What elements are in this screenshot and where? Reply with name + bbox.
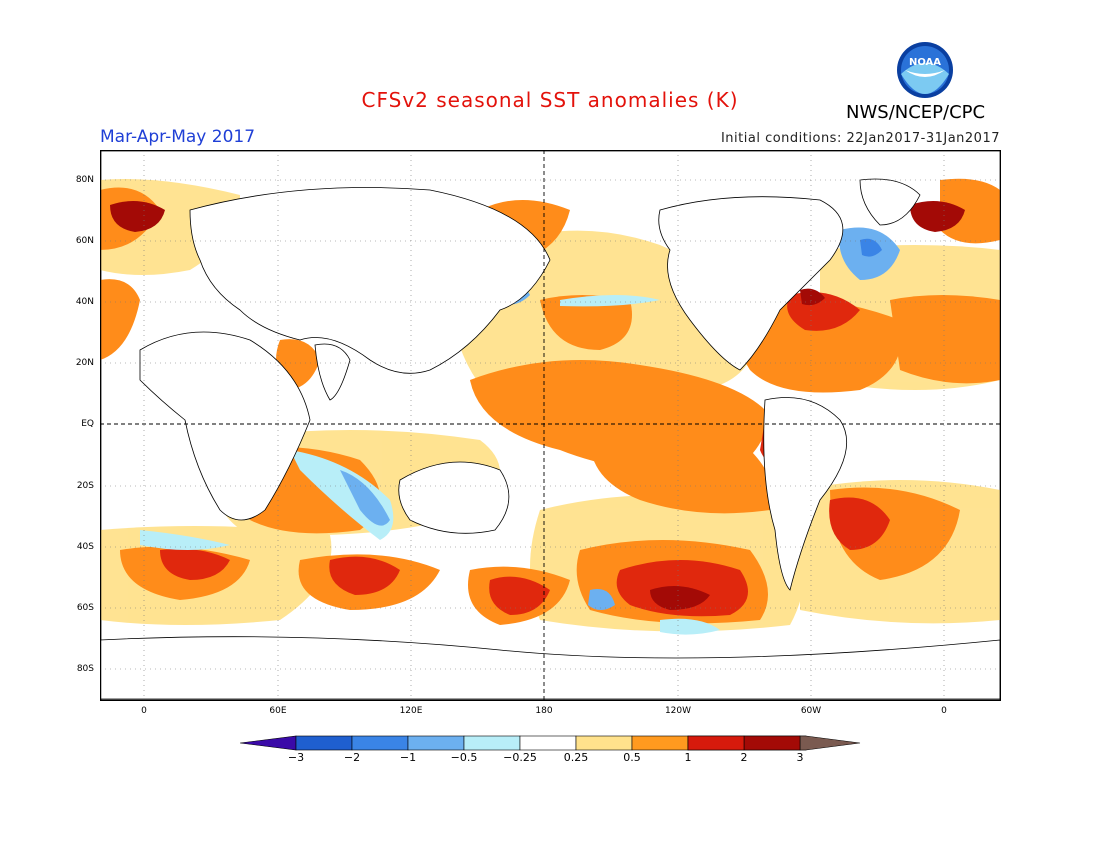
anomaly-band-orange [100, 178, 1000, 625]
north-america-landmass [658, 196, 844, 371]
lon-label-60w: 60W [800, 706, 822, 716]
lat-label-40n: 40N [75, 297, 94, 307]
colorbar-label: 0.5 [623, 751, 641, 764]
colorbar-bin [463, 735, 521, 751]
lon-label-0: 0 [141, 706, 147, 716]
reference-lines [100, 150, 1000, 700]
graticule [100, 150, 1000, 700]
south-america-landmass [763, 397, 847, 591]
logo-text: NOAA [909, 57, 941, 68]
map-title: CFSv2 seasonal SST anomalies (K) [361, 88, 739, 112]
greenland-landmass [859, 178, 921, 226]
colorbar-bin [575, 735, 633, 751]
lon-label-180: 180 [535, 706, 553, 716]
lat-label-80n: 80N [75, 175, 94, 185]
colorbar-bin [519, 735, 577, 751]
antarctica-landmass [100, 636, 1001, 700]
noaa-logo: NOAA [895, 40, 955, 104]
anomaly-band-blue [140, 227, 900, 635]
lat-label-80s: 80S [76, 664, 94, 674]
colorbar-label: −1 [399, 751, 417, 764]
lat-label-eq: EQ [81, 419, 94, 429]
lat-label-20s: 20S [76, 481, 94, 491]
colorbar-label: −0.5 [450, 751, 478, 764]
agency-label: NWS/NCEP/CPC [846, 102, 986, 123]
lat-label-60s: 60S [76, 603, 94, 613]
initial-conditions-label: Initial conditions: 22Jan2017-31Jan2017 [720, 131, 1000, 146]
colorbar-bin [631, 735, 689, 751]
colorbar-bin [295, 735, 353, 751]
africa-landmass [139, 331, 311, 521]
continents [100, 178, 1001, 700]
season-label: Mar-Apr-May 2017 [100, 127, 256, 147]
lat-label-60n: 60N [75, 236, 94, 246]
lon-label-120e: 120E [399, 706, 423, 716]
colorbar [240, 735, 861, 751]
india-landmass [314, 343, 351, 401]
colorbar-arrow-high [799, 735, 861, 751]
colorbar-label: −2 [343, 751, 361, 764]
eurasia-landmass [189, 187, 551, 374]
colorbar-label: 0.25 [563, 751, 589, 764]
colorbar-label: 3 [796, 751, 804, 764]
lon-label-60e: 60E [269, 706, 287, 716]
lon-label-120w: 120W [664, 706, 692, 716]
colorbar-bin [351, 735, 409, 751]
colorbar-bin [407, 735, 465, 751]
colorbar-label: −0.25 [503, 751, 537, 764]
colorbar-label: 2 [740, 751, 748, 764]
australia-landmass [398, 461, 510, 534]
lat-label-20n: 20N [75, 358, 94, 368]
anomaly-band-dark-red [110, 201, 965, 610]
sst-anomaly-map [100, 150, 1001, 701]
lon-label-0-east: 0 [941, 706, 947, 716]
colorbar-label: −3 [287, 751, 305, 764]
lat-label-40s: 40S [76, 542, 94, 552]
colorbar-arrow-low [240, 735, 297, 751]
colorbar-label: 1 [684, 751, 692, 764]
